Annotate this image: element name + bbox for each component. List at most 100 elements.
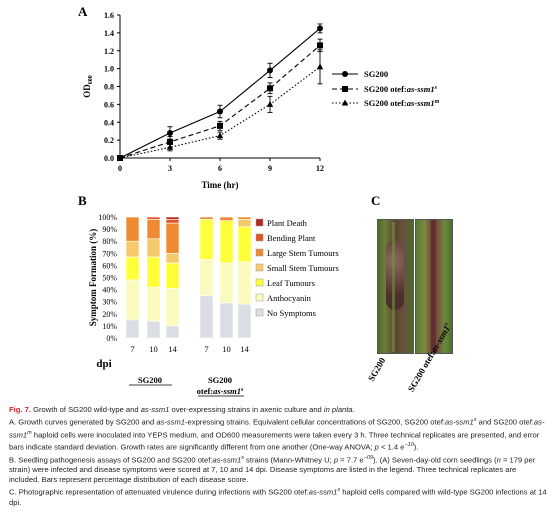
group-label-italic: as-ssm1 [213,386,241,396]
caption-text: −09 [363,454,373,461]
photo-as-ssm1s [415,219,453,354]
stem-shape [431,220,436,353]
y-tick-label: 50% [102,274,117,283]
caption-text: s [241,454,244,461]
panel-a-label: A [78,4,88,19]
legend-label: Leaf Tumours [267,278,315,288]
series-line-1 [119,44,321,159]
legend-swatch [255,248,264,257]
legend-label-sup: m [435,99,440,105]
bar-segment-large-stem-tumours [165,222,180,254]
y-tick-label: 90% [102,225,117,234]
bar-segment-no-symptoms [165,325,180,339]
bar-segment-no-symptoms [199,295,214,339]
caption-text: Growth of SG200 wild-type and [30,405,141,414]
legend-label-sup: s [434,85,438,91]
caption-text: p [333,455,339,465]
caption-text: as-ssm1 [445,417,474,427]
caption-text: s [473,417,477,423]
figure-caption: Fig. 7. Growth of SG200 wild-type and as… [9,405,547,508]
bar-segment-anthocyanin [237,261,252,305]
y-tick-label: 0% [106,334,117,343]
legend-label: SG200 otef:as-ssm1m [364,98,440,108]
bar-segment-leaf-tumours [219,220,234,264]
data-point-2 [116,154,124,161]
legend-label: No Symptoms [267,308,316,318]
data-point-0 [317,25,323,32]
y-tick-label: 0.0 [104,154,114,163]
caption-text: ). [413,442,419,452]
data-point-1 [267,85,273,92]
x-tick-label: 7 [130,344,134,354]
data-point-1 [317,42,323,49]
legend-marker [341,99,349,106]
photo-label-prefix: SG200 otef: [405,349,438,394]
caption-text: as-ssm1 [9,417,545,440]
y-tick-label: 1.0 [104,65,114,74]
data-point-2 [166,143,174,150]
y-tick-label: 100% [98,213,117,222]
y-axis-label: OD600 [82,75,94,98]
caption-text: in planta [323,405,353,414]
group-label-line2: otef:as-ssm1s [197,386,244,396]
caption-text: A. Growth curves generated by SG200 and [9,417,157,427]
x-tick-label: 7 [204,344,208,354]
data-point-1 [217,122,223,129]
bar-segment-no-symptoms [125,319,140,339]
bar-segment-no-symptoms [219,302,234,339]
bar-segment-anthocyanin [199,259,214,296]
growth-curve-chart: 0.0 0.2 0.4 0.6 0.8 1.0 1.2 1.4 1.6 0 3 6 9 12 Time (h… [82,11,440,190]
group-label-line1: SG200 [208,375,232,385]
caption-text: strains (Mann-Whitney U; [243,455,334,465]
caption-text: = 7.7 e [338,455,364,465]
caption-paragraph-a: A. Growth curves generated by SG200 and … [9,415,547,453]
caption-text: as-ssm1 [212,455,242,465]
bar-segment-large-stem-tumours [199,216,214,220]
legend-label: Bending Plant [267,233,316,243]
group-label-prefix: otef: [197,386,214,396]
x-tick-label: 9 [268,164,272,173]
legend-swatch [255,308,264,317]
panel-c-label: C [371,193,381,208]
tumour-shape [386,240,404,310]
photo-sg200 [377,219,414,354]
legend-swatch [255,293,264,302]
group-label-sg200: SG200 [138,375,162,385]
symptom-bar-chart: 0% 10% 20% 30% 40% 50% 60% 70% 80% 90% 100%Symptom… [88,213,339,397]
x-tick-label: 14 [168,344,177,354]
caption-paragraph-title: Fig. 7. Growth of SG200 wild-type and as… [9,405,547,415]
bar-segment-small-stem-tumours [146,238,161,258]
y-tick-label: 60% [102,261,117,270]
y-tick-label: 0.2 [104,136,114,145]
legend-label-prefix: SG200 otef: [364,98,407,108]
x-tick-label: 3 [168,164,172,173]
caption-text: −10 [404,442,414,449]
legend-label: Small Stem Tumours [267,263,339,273]
data-point-0 [167,129,173,136]
x-tick-label: 10 [222,344,231,354]
panel-b-label: B [78,193,87,208]
legend-swatch [255,278,264,287]
bar-segment-anthocyanin [165,288,180,327]
caption-text: m [27,429,32,436]
bar-segment-no-symptoms [146,320,161,339]
caption-text: over-expressing strains in axenic cultur… [169,405,324,414]
y-tick-label: 0.4 [104,118,114,127]
caption-paragraph-b: B. Seedling pathogenesis assays of SG200… [9,453,547,486]
bar-segment-small-stem-tumours [125,240,140,258]
caption-text: -expressing strains. Equivalent cellular… [185,417,446,427]
caption-text: n [496,455,501,465]
y-tick-label: 80% [102,237,117,246]
legend-label: SG200 [364,69,388,79]
y-tick-label: 1.6 [104,11,114,20]
data-point-2 [266,100,274,107]
legend-swatch [255,233,264,242]
bar-segment-plant-death [165,216,180,220]
caption-text: as-ssm1 [140,405,170,414]
y-tick-label: 40% [102,286,117,295]
y-tick-label: 70% [102,249,117,258]
y-tick-label: 0.8 [104,83,114,92]
data-point-2 [216,132,224,139]
legend-marker [342,71,348,77]
bar-segment-bending-plant [146,216,161,220]
